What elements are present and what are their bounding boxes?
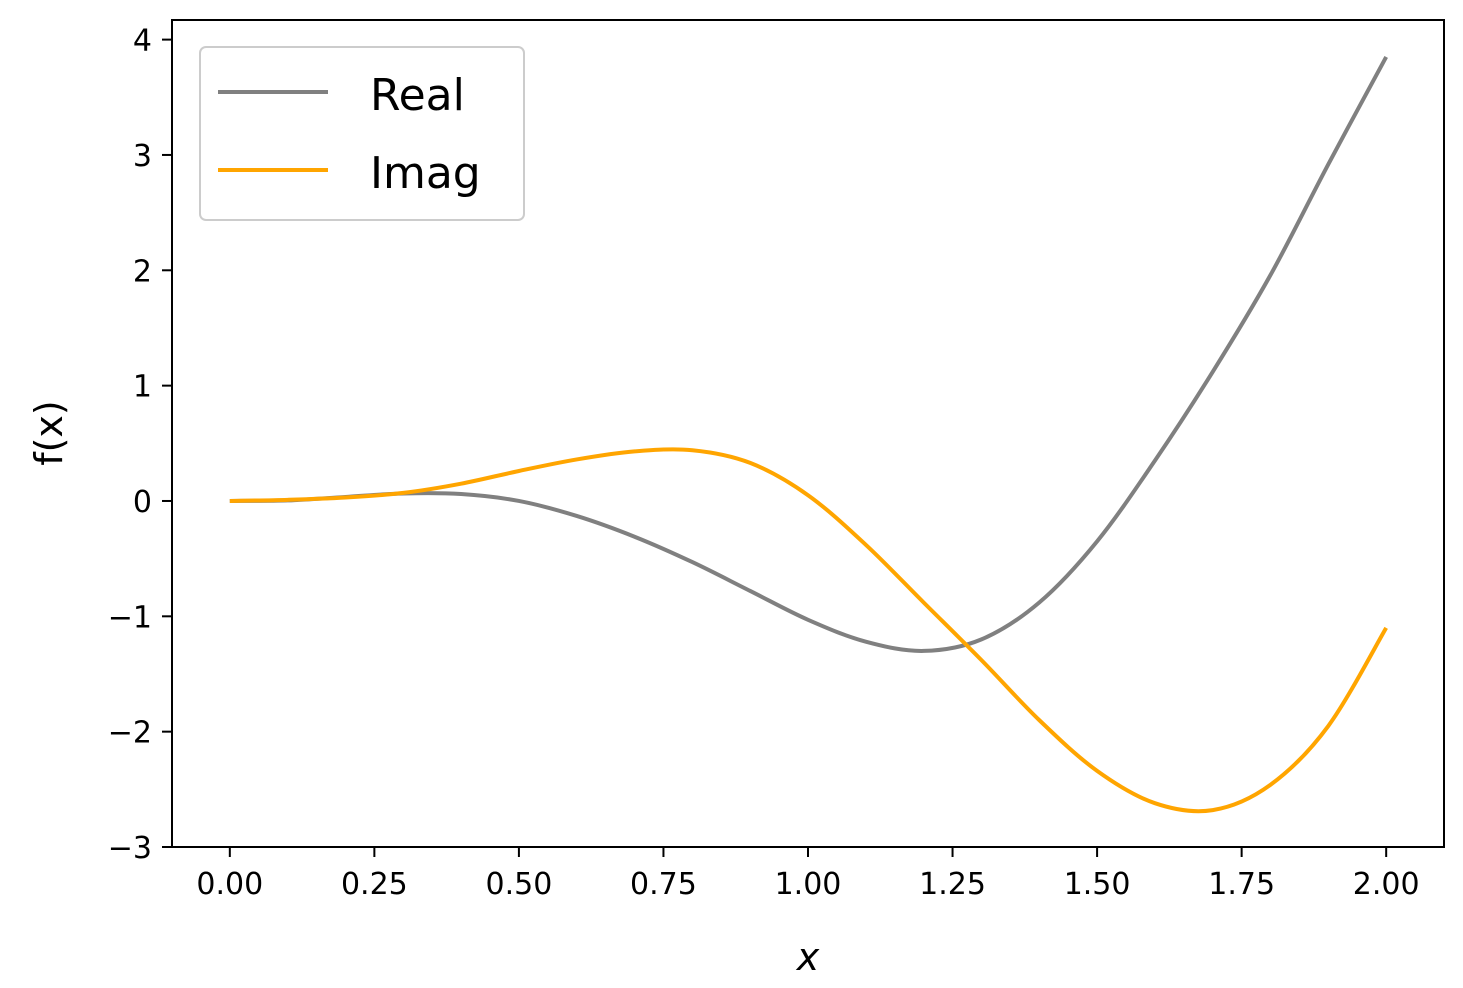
legend: Real Imag xyxy=(199,46,525,221)
x-tick-label: 1.75 xyxy=(1208,867,1275,902)
x-tick-label: 0.50 xyxy=(486,867,553,902)
y-tick-label: −3 xyxy=(108,831,152,866)
y-tick-label: 2 xyxy=(133,254,152,289)
series-line-real xyxy=(229,55,1388,653)
y-tick-label: −1 xyxy=(108,600,152,635)
legend-label-imag: Imag xyxy=(370,148,481,199)
y-tick-label: −2 xyxy=(108,716,152,751)
y-axis: −3 −2 −1 0 1 2 3 4 xyxy=(108,24,172,866)
x-tick-label: 0.00 xyxy=(196,867,263,902)
y-tick-label: 1 xyxy=(133,370,152,405)
y-tick-label: 3 xyxy=(133,139,152,174)
y-axis-label: f(x) xyxy=(27,400,71,466)
lines-layer xyxy=(229,55,1388,814)
x-tick-label: 1.00 xyxy=(775,867,842,902)
y-tick-label: 4 xyxy=(133,24,152,59)
x-axis-label: x xyxy=(796,935,820,979)
series-line-imag xyxy=(229,447,1388,814)
x-tick-label: 1.50 xyxy=(1064,867,1131,902)
x-tick-label: 1.25 xyxy=(919,867,986,902)
legend-label-real: Real xyxy=(370,70,465,121)
x-axis: 0.00 0.25 0.50 0.75 1.00 1.25 1.50 1.75 2.00 xyxy=(196,847,1420,902)
x-tick-label: 2.00 xyxy=(1353,867,1420,902)
y-tick-label: 0 xyxy=(133,485,152,520)
x-tick-label: 0.75 xyxy=(630,867,697,902)
x-tick-label: 0.25 xyxy=(341,867,408,902)
